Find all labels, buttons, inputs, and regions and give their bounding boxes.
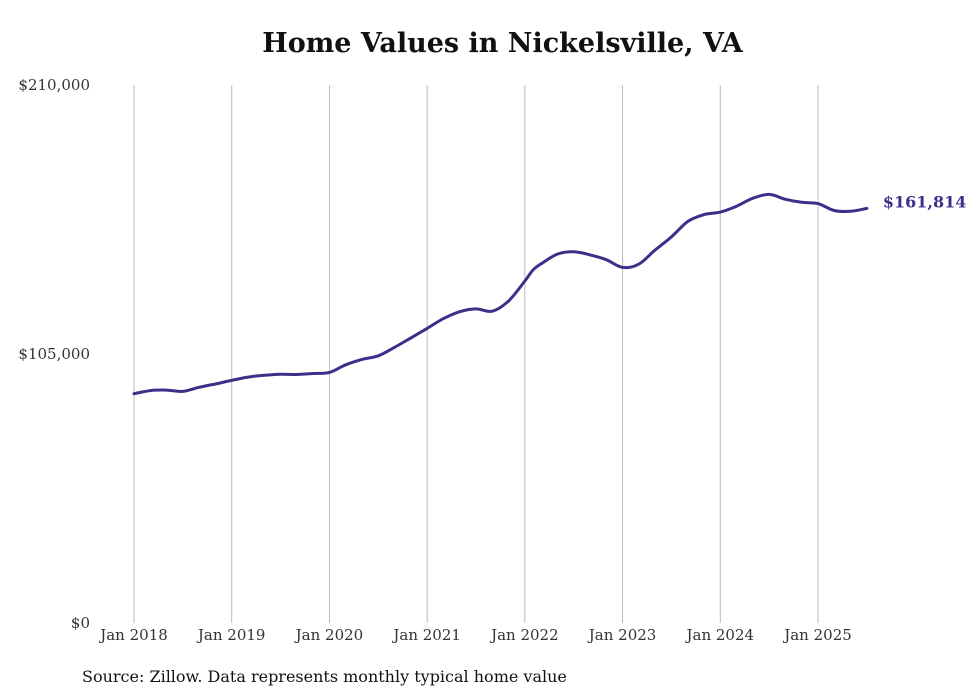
y-axis-ticks: $0 $105,000 $210,000 [18,76,90,632]
series-layer [132,192,869,396]
chart-title: Home Values in Nickelsville, VA [262,28,743,59]
x-tick-label: Jan 2018 [98,626,168,644]
x-tick-label: Jan 2023 [587,626,657,644]
x-tick-label: Jan 2020 [294,626,364,644]
y-tick-label: $0 [71,614,90,632]
x-tick-label: Jan 2021 [391,626,461,644]
x-axis-ticks: Jan 2018 Jan 2019 Jan 2020 Jan 2021 Jan 2022… [98,626,852,644]
x-tick-label: Jan 2024 [685,626,755,644]
x-tick-label: Jan 2022 [489,626,559,644]
y-tick-label: $210,000 [18,76,90,94]
x-tick-label: Jan 2019 [196,626,266,644]
annotation-layer: $161,814 [883,192,967,211]
series-line [132,192,869,396]
grid-lines [133,85,819,623]
end-value-label: $161,814 [883,192,967,211]
y-tick-label: $105,000 [18,345,90,363]
source-note: Source: Zillow. Data represents monthly … [82,667,567,686]
x-tick-label: Jan 2025 [782,626,852,644]
